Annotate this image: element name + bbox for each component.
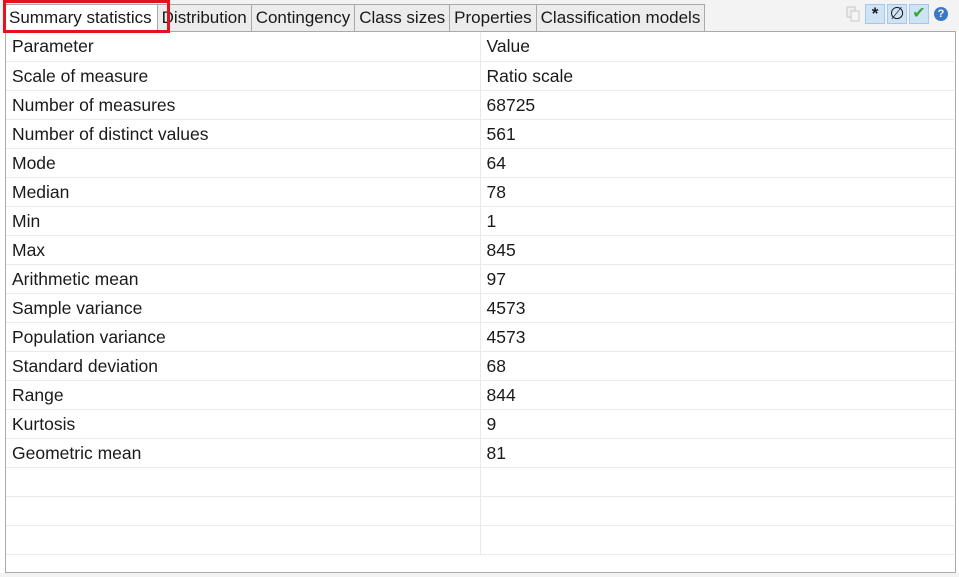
parameter-cell: Geometric mean [6, 438, 481, 468]
tab-summary-statistics[interactable]: Summary statistics [4, 4, 158, 32]
table-row[interactable]: Median 78 [6, 177, 954, 207]
tab-distribution[interactable]: Distribution [157, 4, 252, 31]
parameter-cell: Max [6, 235, 481, 265]
value-cell: 68725 [480, 90, 954, 120]
tab-classification-models[interactable]: Classification models [536, 4, 706, 31]
statistics-table: Parameter Value Scale of measure Ratio sc… [6, 32, 954, 555]
summary-statistics-panel: Parameter Value Scale of measure Ratio sc… [5, 31, 956, 573]
parameter-cell: Number of distinct values [6, 119, 481, 149]
clear-selection-button[interactable]: ∅ [887, 4, 907, 24]
table-row[interactable]: Number of measures 68725 [6, 90, 954, 120]
parameter-cell: Median [6, 177, 481, 207]
parameter-cell [6, 496, 481, 526]
value-cell: 845 [480, 235, 954, 265]
parameter-cell: Mode [6, 148, 481, 178]
value-cell [480, 525, 954, 555]
value-cell: 561 [480, 119, 954, 149]
table-row[interactable] [6, 525, 954, 555]
table-row[interactable]: Sample variance 4573 [6, 293, 954, 323]
select-all-button[interactable]: * [865, 4, 885, 24]
table-header-row: Parameter Value [6, 32, 954, 62]
table-row[interactable]: Number of distinct values 561 [6, 119, 954, 149]
table-row[interactable]: Min 1 [6, 206, 954, 236]
tab-class-sizes[interactable]: Class sizes [355, 4, 451, 31]
value-cell: 9 [480, 409, 954, 439]
table-row[interactable]: Arithmetic mean 97 [6, 264, 954, 294]
parameter-cell: Number of measures [6, 90, 481, 120]
tab-contingency[interactable]: Contingency [251, 4, 356, 31]
parameter-cell: Standard deviation [6, 351, 481, 381]
apply-button[interactable]: ✔ [909, 4, 929, 24]
table-row[interactable]: Geometric mean 81 [6, 438, 954, 468]
check-icon: ✔ [912, 5, 926, 22]
table-row[interactable] [6, 467, 954, 497]
table-row[interactable]: Max 845 [6, 235, 954, 265]
value-cell: 64 [480, 148, 954, 178]
table-row[interactable]: Range 844 [6, 380, 954, 410]
table-row[interactable]: Population variance 4573 [6, 322, 954, 352]
tab-list: Summary statistics Distribution Continge… [4, 4, 706, 32]
parameter-cell: Sample variance [6, 293, 481, 323]
column-header-parameter: Parameter [6, 32, 481, 62]
value-cell: 81 [480, 438, 954, 468]
value-cell: 844 [480, 380, 954, 410]
window-bottom-edge [0, 573, 959, 577]
parameter-cell: Arithmetic mean [6, 264, 481, 294]
parameter-cell: Scale of measure [6, 61, 481, 91]
table-row[interactable]: Kurtosis 9 [6, 409, 954, 439]
table-row[interactable]: Standard deviation 68 [6, 351, 954, 381]
value-cell: 68 [480, 351, 954, 381]
value-cell: 97 [480, 264, 954, 294]
empty-set-icon: ∅ [889, 4, 905, 23]
value-cell: Ratio scale [480, 61, 954, 91]
value-cell [480, 496, 954, 526]
parameter-cell: Population variance [6, 322, 481, 352]
value-cell: 4573 [480, 322, 954, 352]
column-header-value: Value [480, 32, 954, 62]
parameter-cell [6, 525, 481, 555]
table-row[interactable]: Scale of measure Ratio scale [6, 61, 954, 91]
value-cell: 78 [480, 177, 954, 207]
help-icon: ? [934, 7, 948, 21]
parameter-cell: Kurtosis [6, 409, 481, 439]
tab-properties[interactable]: Properties [450, 4, 537, 31]
parameter-cell [6, 467, 481, 497]
table-row[interactable]: Mode 64 [6, 148, 954, 178]
asterisk-icon: * [871, 4, 879, 23]
toolbar: * ∅ ✔ ? [843, 4, 951, 24]
copy-icon [846, 6, 860, 22]
parameter-cell: Range [6, 380, 481, 410]
table-row[interactable] [6, 496, 954, 526]
value-cell: 4573 [480, 293, 954, 323]
tab-bar: Summary statistics Distribution Continge… [0, 0, 959, 33]
help-button[interactable]: ? [931, 4, 951, 24]
copy-button[interactable] [843, 4, 863, 24]
value-cell: 1 [480, 206, 954, 236]
value-cell [480, 467, 954, 497]
parameter-cell: Min [6, 206, 481, 236]
